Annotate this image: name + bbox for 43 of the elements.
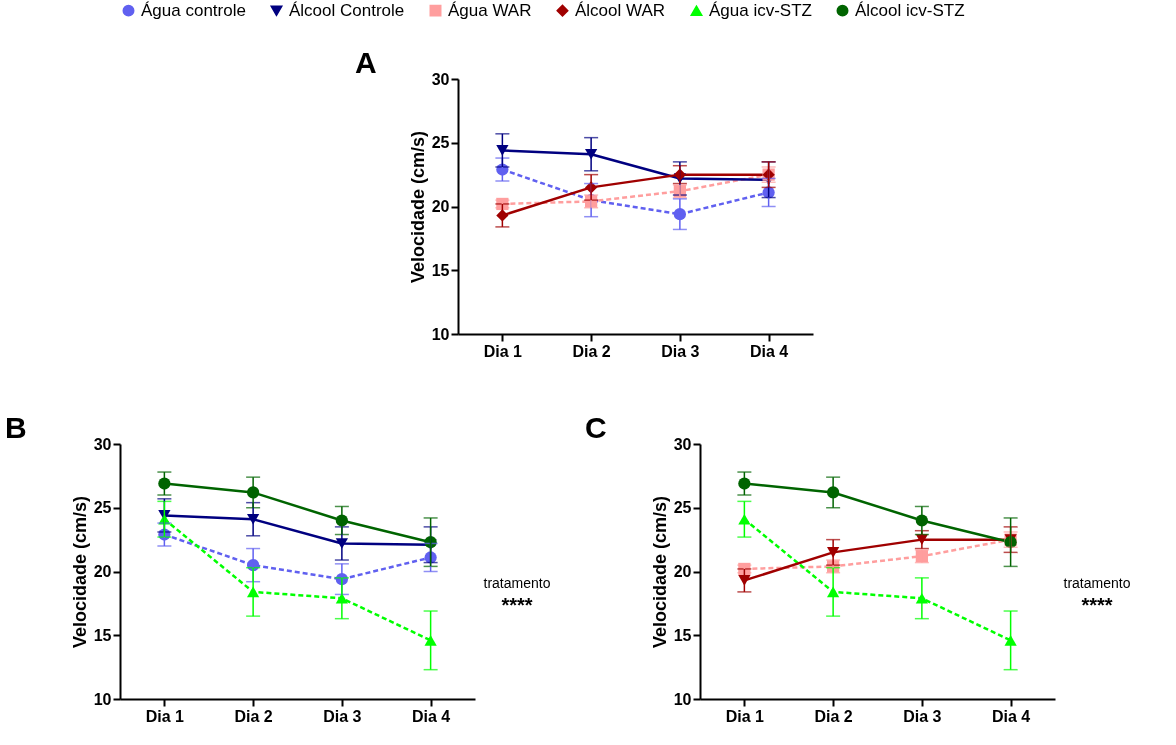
y-axis-title: Velocidade (cm/s)	[407, 130, 428, 284]
x-tick-label: Dia 2	[234, 707, 273, 725]
legend-label: Álcool WAR	[575, 0, 666, 20]
y-tick-label: 30	[93, 435, 112, 453]
x-tick-label: Dia 2	[572, 342, 611, 360]
legend-label: Álcool Controle	[289, 0, 405, 20]
y-tick-label: 15	[93, 626, 112, 644]
text: ****	[1081, 594, 1113, 617]
y-tick-label: 10	[431, 325, 450, 343]
y-tick-label: 30	[431, 70, 450, 88]
x-tick-label: Dia 4	[992, 707, 1031, 725]
y-tick-label: 20	[673, 563, 692, 580]
y-axis-title: Velocidade (cm/s)	[649, 495, 670, 649]
text: tratamento	[483, 575, 551, 592]
y-axis-title: Velocidade (cm/s)	[69, 495, 90, 649]
y-tick-label: 30	[673, 435, 692, 453]
legend-label: Água WAR	[448, 0, 532, 20]
x-tick-label: Dia 1	[483, 342, 523, 360]
y-tick-label: 25	[93, 499, 112, 517]
y-tick-label: 10	[673, 690, 692, 708]
x-tick-label: Dia 4	[412, 707, 451, 725]
y-tick-label: 25	[673, 499, 692, 517]
chart-title: A	[355, 46, 377, 79]
y-tick-label: 15	[431, 261, 450, 279]
x-tick-label: Dia 4	[750, 342, 789, 360]
text: ****	[501, 594, 533, 617]
x-tick-label: Dia 3	[661, 342, 700, 360]
y-tick-label: 15	[673, 626, 692, 644]
x-tick-label: Dia 3	[903, 707, 942, 725]
y-tick-label: 20	[93, 563, 112, 580]
chart-title: B	[5, 411, 27, 444]
text: tratamento	[1063, 575, 1131, 592]
legend-label: Água icv-STZ	[709, 0, 812, 20]
legend-label: Água controle	[141, 0, 246, 20]
legend-label: Álcool icv-STZ	[855, 0, 965, 20]
x-tick-label: Dia 2	[814, 707, 853, 725]
y-tick-label: 25	[431, 134, 450, 152]
x-tick-label: Dia 1	[725, 707, 765, 725]
x-tick-label: Dia 3	[323, 707, 362, 725]
chart-title: C	[585, 411, 607, 444]
y-tick-label: 20	[431, 198, 450, 215]
x-tick-label: Dia 1	[145, 707, 185, 725]
y-tick-label: 10	[93, 690, 112, 708]
